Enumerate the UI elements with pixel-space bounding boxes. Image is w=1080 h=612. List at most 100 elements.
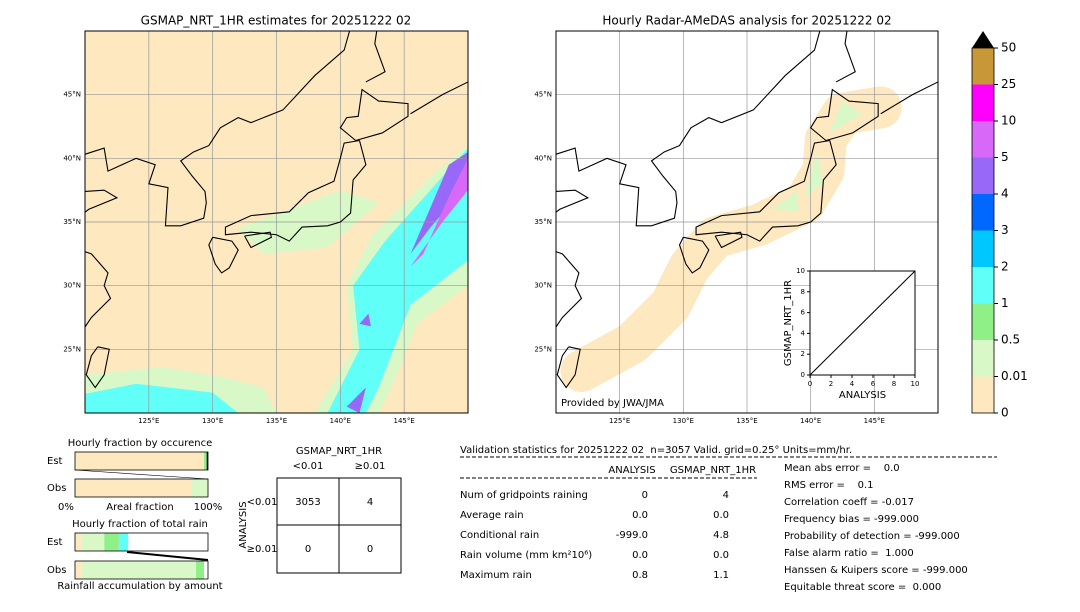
bar-segment — [75, 533, 82, 551]
coastline — [556, 31, 821, 227]
rain-area — [804, 151, 824, 197]
colorbar-segment — [972, 194, 994, 231]
bar-segment — [81, 533, 105, 551]
bar-frame — [74, 451, 209, 471]
left-map-title: GSMAP_NRT_1HR estimates for 20251222 02 — [141, 14, 412, 28]
table-cell: 3053 — [295, 497, 320, 508]
x-tick-label: 10 — [911, 380, 920, 388]
y-tick-label: 45°N — [534, 91, 552, 99]
col-label: <0.01 — [293, 461, 324, 472]
colorbar-label: 0 — [1001, 406, 1009, 420]
y-tick-label: 30°N — [63, 282, 81, 290]
axis-min-label: 0% — [58, 502, 74, 513]
table-cell: 0.0 — [632, 550, 648, 561]
table-cell: 4.8 — [713, 530, 729, 541]
table-title: GSMAP_NRT_1HR — [296, 446, 382, 457]
x-axis-label: ANALYSIS — [839, 390, 886, 401]
row-label: ≥0.01 — [247, 544, 278, 555]
colorbar-label: 1 — [1001, 296, 1009, 310]
bar-segment — [118, 533, 129, 551]
bar-frame — [74, 478, 209, 498]
table-cell: 4 — [367, 497, 373, 508]
coastline — [835, 31, 856, 83]
x-tick-label: 125°E — [609, 417, 630, 425]
coastline — [85, 31, 351, 227]
table-cell: 1.1 — [713, 570, 729, 581]
x-tick-label: 130°E — [202, 417, 223, 425]
y-axis-label: GSMAP_NRT_1HR — [783, 280, 794, 366]
colorbar-label: 50 — [1001, 41, 1016, 55]
coastline — [556, 251, 583, 329]
rain-area — [85, 383, 239, 413]
y-tick-label: 0 — [801, 371, 805, 379]
bar-segment — [75, 479, 193, 497]
bar-frame — [74, 532, 209, 552]
y-tick-label: 6 — [801, 309, 806, 317]
row-label: Obs — [47, 483, 66, 494]
score: Probability of detection = -999.000 — [784, 531, 960, 542]
coastline — [85, 346, 110, 389]
coastline — [809, 88, 879, 142]
bar-segment — [104, 533, 119, 551]
x-tick-label: 2 — [829, 380, 833, 388]
coastline — [85, 251, 112, 329]
bar-segment — [204, 452, 207, 470]
x-tick-label: 8 — [892, 380, 896, 388]
y-tick-label: 4 — [801, 329, 806, 337]
x-axis-label: Rainfall accumulation by amount — [57, 581, 222, 592]
score: RMS error = 0.1 — [784, 480, 874, 491]
colorbar-label: 10 — [1001, 114, 1016, 128]
colorbar-extend — [972, 31, 994, 48]
row-label: Est — [47, 456, 63, 467]
x-tick-label: 0 — [808, 380, 812, 388]
score: False alarm ratio = 1.000 — [784, 548, 914, 559]
table-cell: 0.0 — [632, 510, 648, 521]
row-name: Num of gridpoints raining — [460, 490, 588, 501]
x-tick-label: 145°E — [864, 417, 885, 425]
panel-title: Hourly fraction of total rain — [72, 519, 208, 530]
stats-title: Validation statistics for 20251222 02 n=… — [460, 445, 852, 456]
colorbar-label: 25 — [1001, 77, 1016, 91]
table-cell: 0.0 — [713, 550, 729, 561]
rain-area — [359, 313, 371, 327]
row-name: Maximum rain — [460, 570, 532, 581]
coastline — [714, 231, 743, 249]
colorbar-label: 5 — [1001, 150, 1009, 164]
y-tick-label: 35°N — [63, 218, 81, 226]
rain-area — [829, 101, 862, 133]
y-tick-label: 25°N — [63, 345, 81, 353]
col-header: ANALYSIS — [608, 465, 655, 476]
coastline — [410, 81, 468, 115]
colorbar-label: 0.5 — [1001, 333, 1020, 347]
x-tick-label: 140°E — [330, 417, 351, 425]
bar-segment — [81, 561, 197, 579]
panel-title: Hourly fraction by occurence — [68, 438, 212, 449]
bar-segment — [75, 561, 82, 579]
y-tick-label: 40°N — [534, 154, 552, 162]
row-title: ANALYSIS — [238, 501, 249, 548]
map-note: Provided by JWA/JMA — [561, 398, 664, 409]
row-label: Obs — [47, 565, 66, 576]
bar-segment — [196, 561, 205, 579]
table-cell: 0 — [305, 544, 311, 555]
colorbar-segment — [972, 230, 994, 267]
x-tick-label: 130°E — [673, 417, 694, 425]
y-tick-label: 10 — [796, 267, 805, 275]
x-axis-label: Areal fraction — [106, 502, 173, 513]
y-tick-label: 30°N — [534, 282, 552, 290]
colorbar-segment — [972, 84, 994, 121]
score: Correlation coeff = -0.017 — [784, 497, 914, 508]
coastline — [208, 236, 239, 274]
bar-connector — [127, 551, 208, 561]
x-tick-label: 135°E — [266, 417, 287, 425]
rain-area — [346, 387, 366, 413]
table-cell: -999.0 — [616, 530, 648, 541]
y-tick-label: 2 — [801, 350, 805, 358]
bar-segment — [75, 452, 205, 470]
x-tick-label: 145°E — [394, 417, 415, 425]
map-frame — [84, 30, 469, 414]
colorbar-segment — [972, 340, 994, 377]
colorbar-segment — [972, 121, 994, 158]
x-tick-label: 140°E — [800, 417, 821, 425]
diagonal — [809, 270, 916, 376]
